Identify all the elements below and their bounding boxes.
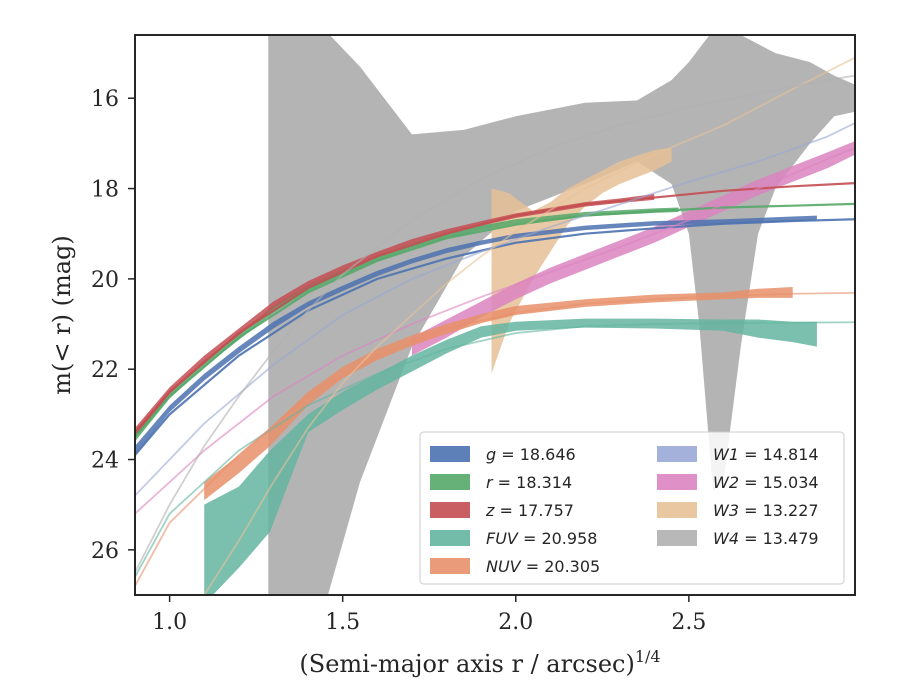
model-line-z [135,182,855,434]
model-line-w3 [203,56,855,595]
legend-label-g: g = 18.646 [486,445,576,464]
model-line-w1 [135,122,855,497]
y-axis-label: m(< r) (mag) [48,235,76,394]
band-fuv [204,318,817,595]
legend-label-r: r = 18.314 [486,473,572,492]
band-w4 [268,35,855,595]
legend: g = 18.646 r = 18.314 z = 17.757 FUV = 20.9… [419,431,845,585]
x-axis-label-exponent: 1/4 [635,647,661,666]
y-tick-label: 20 [91,268,119,293]
legend-frame [419,431,845,585]
legend-swatch-w4 [657,530,697,546]
legend-swatch-z [430,502,470,518]
legend-label-w4: W4 = 13.479 [713,529,819,548]
legend-label-z: z = 17.757 [485,501,574,520]
band-nuv [204,287,793,501]
legend-label-w1: W1 = 14.814 [713,445,819,464]
model-line-r [135,202,855,438]
legend-label-w2: W2 = 15.034 [713,473,819,492]
legend-swatch-g [430,446,470,462]
model-line-g [135,218,855,456]
y-tick-label: 16 [91,87,119,112]
y-tick-label: 24 [91,449,119,474]
legend-label-w3: W3 = 13.227 [713,501,819,520]
y-tick-label: 18 [91,178,119,203]
x-axis-ticks: 1.0 1.5 2.0 2.5 [152,595,706,635]
x-tick-label: 1.5 [325,610,360,635]
x-axis-label: (Semi-major axis r / arcsec)1/4 [299,647,660,678]
y-tick-label: 26 [91,539,119,564]
legend-swatch-w2 [657,474,697,490]
model-line-nuv [135,291,855,587]
model-line-w2 [135,147,855,515]
model-line-fuv [135,321,855,578]
y-tick-label: 22 [91,358,119,383]
model-curves [135,56,855,595]
y-axis-ticks: 16 18 20 22 24 26 [91,87,135,564]
x-tick-label: 1.0 [152,610,187,635]
band-w3 [491,147,672,374]
legend-swatch-w1 [657,446,697,462]
x-tick-label: 2.5 [671,610,706,635]
legend-swatch-w3 [657,502,697,518]
x-axis-label-text: (Semi-major axis r / arcsec) [299,650,634,678]
legend-label-nuv: NUV = 20.305 [486,557,600,576]
legend-label-fuv: FUV = 20.958 [486,529,597,548]
plot-frame [134,34,856,596]
x-tick-label: 2.0 [498,610,533,635]
legend-swatch-nuv [430,558,470,574]
legend-swatch-fuv [430,530,470,546]
model-line-w4 [135,74,855,573]
legend-swatch-r [430,474,470,490]
